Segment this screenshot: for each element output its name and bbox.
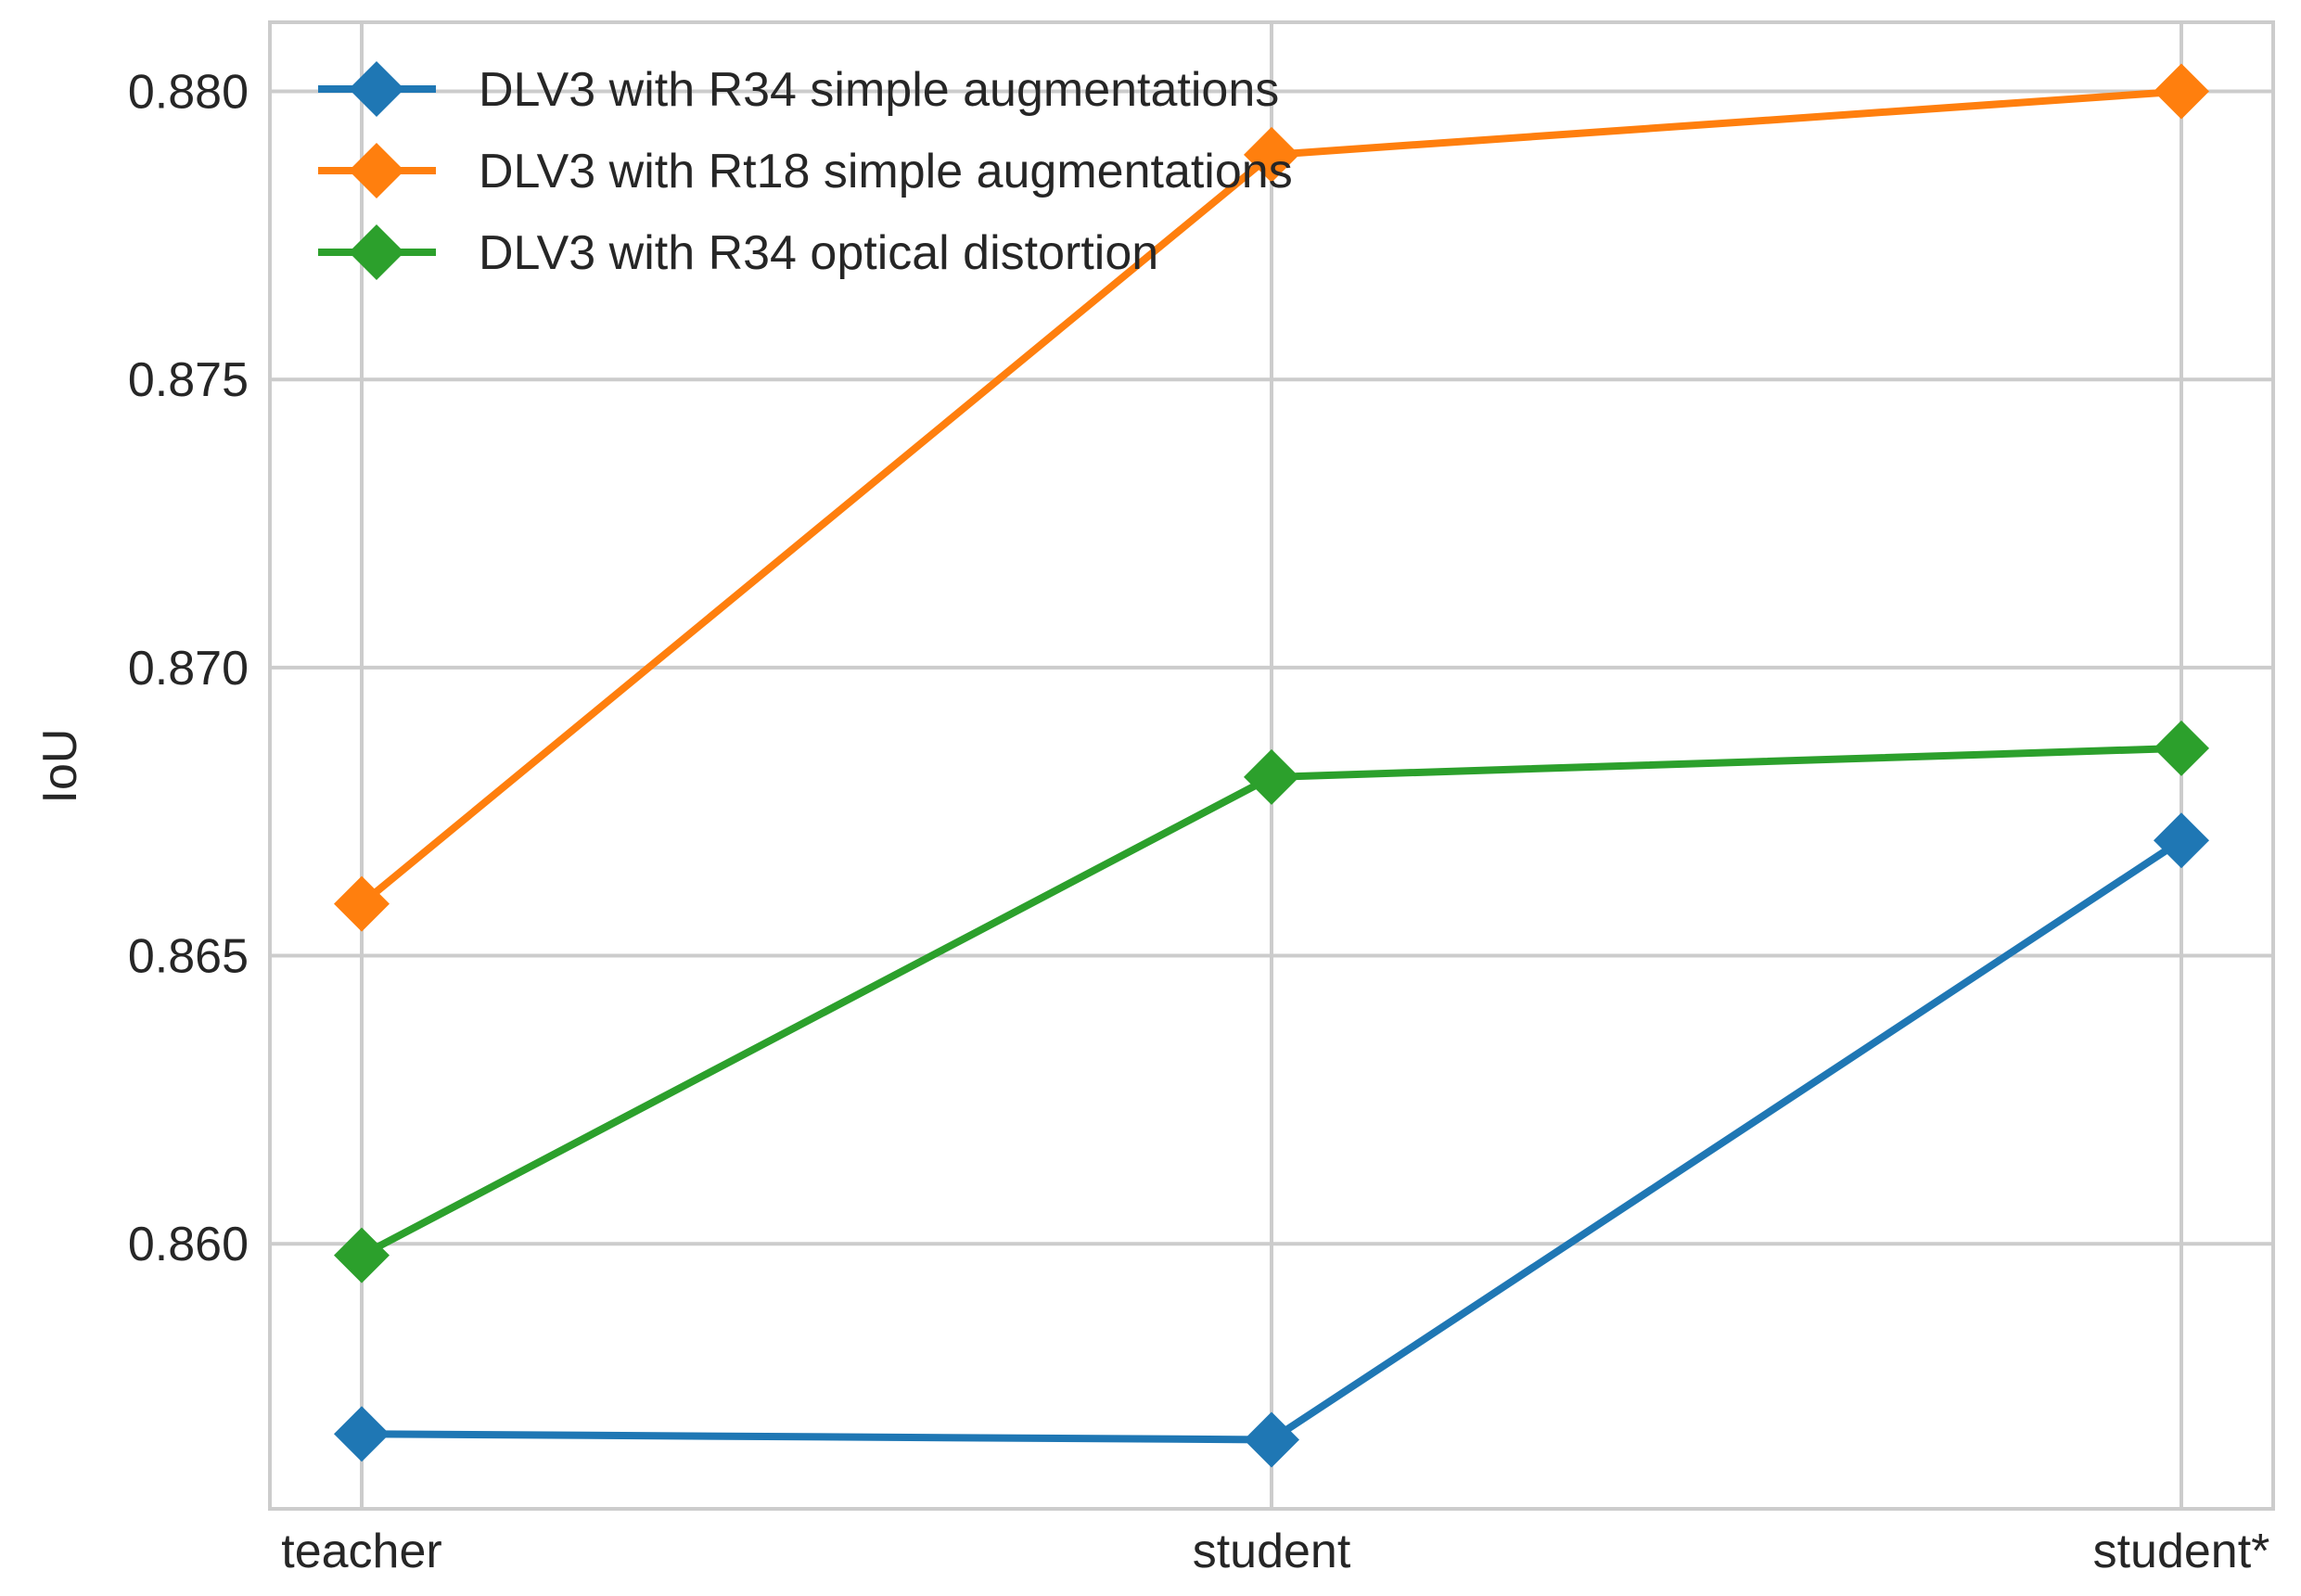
x-tick-label: student* [2093, 1525, 2270, 1578]
legend-entry: DLV3 with Rt18 simple augmentations [318, 143, 1293, 198]
data-point-marker [2154, 720, 2209, 776]
y-tick-label: 0.880 [128, 66, 249, 120]
series-1 [334, 812, 2209, 1468]
y-tick-label: 0.870 [128, 642, 249, 696]
legend-marker-swatch [349, 224, 404, 280]
legend-label: DLV3 with Rt18 simple augmentations [479, 145, 1293, 198]
series-lines [334, 63, 2209, 1468]
legend: DLV3 with R34 simple augmentations DLV3 … [318, 61, 1293, 280]
data-point-marker [334, 1406, 390, 1462]
legend-marker-swatch [349, 143, 404, 198]
series-2 [334, 63, 2209, 932]
legend-entry: DLV3 with R34 simple augmentations [318, 61, 1279, 117]
data-point-marker [1244, 126, 1299, 183]
x-tick-label: teacher [281, 1525, 441, 1578]
data-point-marker [2154, 63, 2209, 120]
y-axis-label: IoU [33, 729, 87, 804]
gridlines [270, 22, 2273, 1509]
data-point-marker [1244, 748, 1299, 805]
legend-entry: DLV3 with R34 optical distortion [318, 224, 1158, 280]
data-point-marker [2154, 812, 2209, 869]
y-tick-label: 0.860 [128, 1218, 249, 1271]
series-3 [334, 720, 2209, 1283]
y-axis-ticks: 0.860 0.865 0.870 0.875 0.880 [128, 66, 249, 1272]
y-tick-label: 0.875 [128, 353, 249, 407]
x-tick-label: student [1193, 1525, 1351, 1578]
data-point-marker [334, 1227, 390, 1283]
data-point-marker [334, 875, 390, 932]
legend-marker-swatch [349, 61, 404, 117]
y-tick-label: 0.865 [128, 930, 249, 984]
legend-label: DLV3 with R34 optical distortion [479, 226, 1158, 280]
legend-label: DLV3 with R34 simple augmentations [479, 63, 1279, 117]
plot-frame [268, 20, 2275, 1511]
data-point-marker [1244, 1411, 1299, 1468]
x-axis-ticks: teacher student student* [281, 1525, 2269, 1578]
